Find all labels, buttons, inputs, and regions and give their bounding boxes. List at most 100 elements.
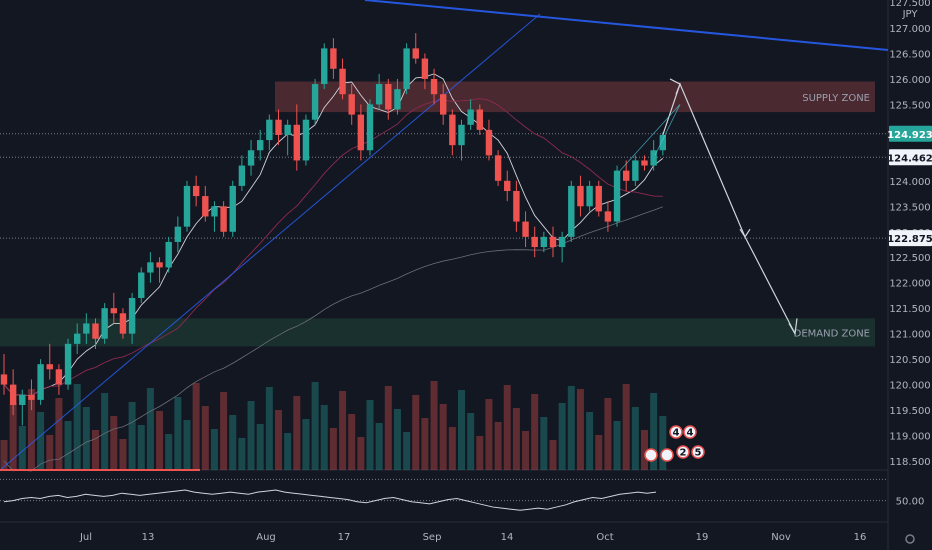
candle-body[interactable] <box>211 206 218 217</box>
candle-body[interactable] <box>604 211 612 222</box>
volume-bar <box>101 393 109 470</box>
candle-body[interactable] <box>650 150 657 166</box>
candle-body[interactable] <box>192 185 200 197</box>
candle-body[interactable] <box>357 114 365 151</box>
candle-body[interactable] <box>623 170 630 181</box>
volume-bar <box>265 387 273 470</box>
candle-body[interactable] <box>92 323 99 339</box>
candle-body[interactable] <box>632 160 639 181</box>
candle-body[interactable] <box>412 48 419 59</box>
candle-body[interactable] <box>485 129 493 156</box>
settings-icon[interactable] <box>905 534 915 544</box>
candle-body[interactable] <box>375 84 383 105</box>
candle-body[interactable] <box>430 78 438 95</box>
candle-body[interactable] <box>421 58 429 79</box>
candle-body[interactable] <box>46 364 53 370</box>
candle-body[interactable] <box>577 185 584 207</box>
volume-bar <box>659 416 667 470</box>
candle-body[interactable] <box>64 343 72 385</box>
supply-zone[interactable] <box>275 81 875 113</box>
candle-body[interactable] <box>449 114 456 146</box>
candle-body[interactable] <box>37 364 44 400</box>
candle-body[interactable] <box>174 226 182 242</box>
candle-body[interactable] <box>55 369 63 385</box>
candle-body[interactable] <box>284 124 291 135</box>
descending-trendline[interactable] <box>364 0 889 51</box>
candle-body[interactable] <box>586 185 593 207</box>
candle-body[interactable] <box>366 104 374 151</box>
volume-bar <box>73 384 81 470</box>
currency-label: JPY <box>902 9 919 20</box>
candle-body[interactable] <box>531 236 538 248</box>
candle-body[interactable] <box>110 308 117 314</box>
candle-body[interactable] <box>0 374 8 385</box>
ascending-trendline[interactable] <box>0 13 541 471</box>
candle-body[interactable] <box>440 94 447 115</box>
candle-body[interactable] <box>321 48 328 85</box>
candle-body[interactable] <box>202 196 209 217</box>
candle-body[interactable] <box>513 191 520 222</box>
candle-body[interactable] <box>183 185 191 227</box>
candle-body[interactable] <box>540 236 548 248</box>
candle-body[interactable] <box>28 394 35 400</box>
candle-body[interactable] <box>74 333 81 344</box>
event-badge[interactable] <box>683 425 697 439</box>
candle-body[interactable] <box>403 48 410 90</box>
candle-body[interactable] <box>467 109 474 125</box>
candle-body[interactable] <box>568 185 575 237</box>
candle-body[interactable] <box>257 140 264 151</box>
candle-body[interactable] <box>476 109 483 130</box>
candle-body[interactable] <box>558 236 566 248</box>
candle-body[interactable] <box>339 68 346 95</box>
candle-body[interactable] <box>119 313 127 334</box>
candle-body[interactable] <box>641 160 648 166</box>
candle-body[interactable] <box>311 84 319 120</box>
candle-body[interactable] <box>302 119 310 161</box>
candle-body[interactable] <box>266 119 273 141</box>
event-badge[interactable] <box>676 445 690 459</box>
volume-bar <box>357 437 365 470</box>
candle-body[interactable] <box>458 124 465 146</box>
candle-body[interactable] <box>494 155 502 181</box>
candle-body[interactable] <box>220 206 227 232</box>
candle-body[interactable] <box>504 180 511 192</box>
event-badge[interactable] <box>669 425 683 439</box>
event-badge-label: 2 <box>680 448 687 459</box>
candle-body[interactable] <box>147 262 154 273</box>
y-tick-label: 127.000 <box>889 24 930 35</box>
candle-body[interactable] <box>659 134 666 151</box>
candle-body[interactable] <box>330 48 337 69</box>
candle-body[interactable] <box>348 94 355 115</box>
candle-body[interactable] <box>101 308 108 339</box>
candle-body[interactable] <box>83 323 90 334</box>
candle-body[interactable] <box>275 119 282 135</box>
event-badge[interactable] <box>691 445 705 459</box>
y-tick-label: 123.500 <box>889 202 930 213</box>
candle-body[interactable] <box>385 84 392 110</box>
candle-body[interactable] <box>165 241 172 268</box>
candle-body[interactable] <box>229 185 236 232</box>
candle-body[interactable] <box>128 297 136 334</box>
demand-zone[interactable] <box>0 318 875 347</box>
volume-bar <box>329 428 337 470</box>
candle-body[interactable] <box>156 262 163 268</box>
volume-bar <box>247 401 255 470</box>
candle-body[interactable] <box>9 384 17 405</box>
candle-body[interactable] <box>238 165 246 186</box>
candle-body[interactable] <box>522 221 529 237</box>
candle-body[interactable] <box>613 170 621 222</box>
volume-bar <box>467 413 475 470</box>
candle-body[interactable] <box>19 394 26 405</box>
candle-body[interactable] <box>293 124 300 161</box>
candle-body[interactable] <box>549 236 557 248</box>
projection-path[interactable] <box>662 82 796 334</box>
y-tick-label: 119.500 <box>889 406 930 417</box>
candle-body[interactable] <box>394 89 401 110</box>
candle-body[interactable] <box>247 150 255 166</box>
event-dot[interactable] <box>660 448 674 462</box>
candle-body[interactable] <box>595 185 602 212</box>
candle-body[interactable] <box>138 272 145 298</box>
event-dot[interactable] <box>644 448 658 462</box>
